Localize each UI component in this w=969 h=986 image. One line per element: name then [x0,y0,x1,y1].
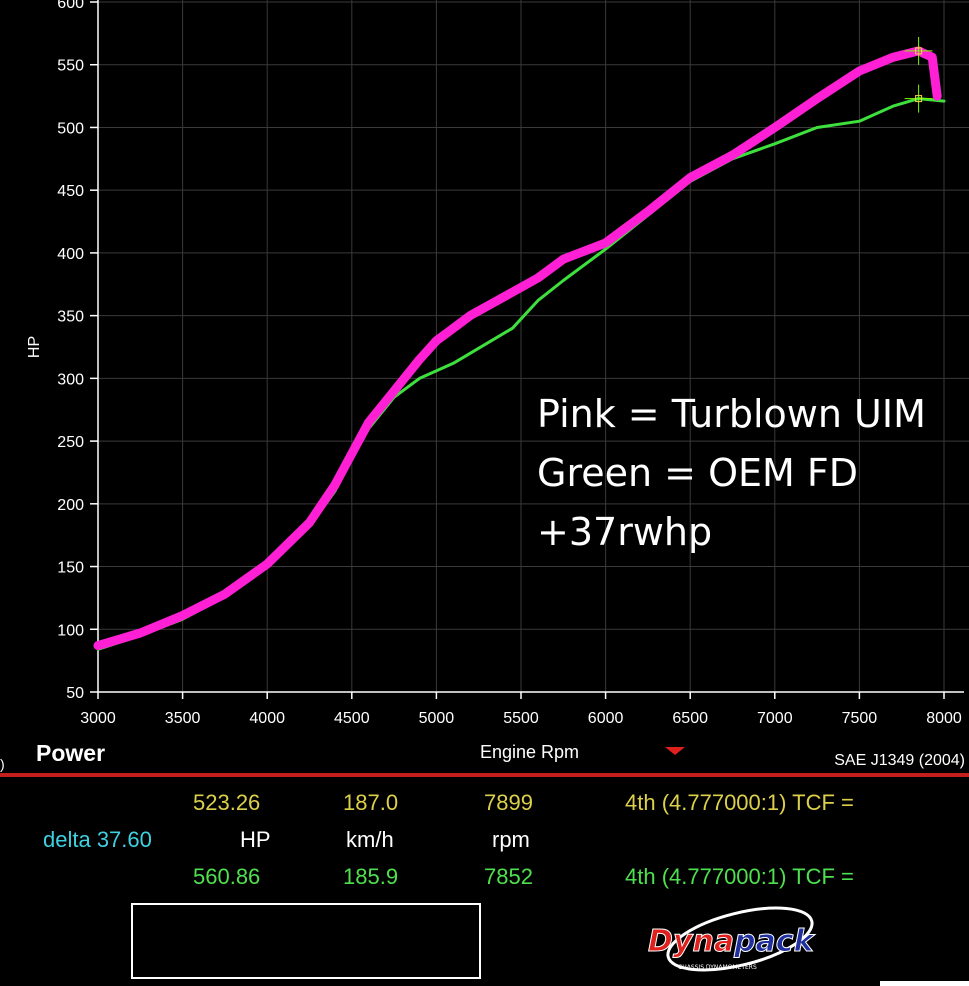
y-tick-label: 300 [57,371,84,388]
empty-panel [131,903,481,979]
x-tick-label: 6000 [588,710,624,727]
gain-annotation: +37rwhp [537,510,712,554]
y-tick-label: 200 [57,497,84,514]
series-line-pink [93,46,942,651]
x-tick-label: 8000 [926,710,962,727]
legend-annotation-green: Green = OEM FD [537,451,858,495]
legend-annotation-pink: Pink = Turblown UIM [537,392,926,436]
run1-gear: 4th (4.777000:1) TCF = [625,790,854,815]
dropdown-arrow-icon[interactable] [665,747,685,755]
y-tick-label: 400 [57,246,84,263]
edge-mark: ) [0,756,5,772]
y-tick-label: 500 [57,120,84,137]
y-tick-label: 150 [57,560,84,577]
chart-series [93,36,946,651]
run2-hp: 560.86 [193,864,261,889]
peak-marker-green [904,84,933,113]
unit-speed: km/h [346,827,394,852]
y-tick-label: 600 [57,0,84,12]
run2-gear: 4th (4.777000:1) TCF = [625,864,854,889]
x-tick-label: 4000 [249,710,285,727]
y-tick-label: 100 [57,622,84,639]
y-tick-label: 450 [57,183,84,200]
correction-standard: SAE J1349 (2004) [834,752,965,769]
y-tick-label: 350 [57,309,84,326]
x-tick-label: 7000 [757,710,793,727]
delta-value: delta 37.60 [43,827,152,852]
run2-rpm: 7852 [484,864,533,889]
x-tick-label: 3500 [165,710,201,727]
divider [0,773,969,777]
x-tick-label: 7500 [842,710,878,727]
corner-strip [880,981,969,986]
power-chart: 3000 3500 4000 4500 5000 5500 6000 6500 7000 7500… [26,0,969,727]
y-tick-label: 250 [57,434,84,451]
cursor-box [915,95,923,103]
dynapack-logo: Dynapack CHASSIS DYNAMOMETERS [648,906,816,972]
run1-speed: 187.0 [343,790,399,815]
chart-axes: 3000 3500 4000 4500 5000 5500 6000 6500 7000 7500… [57,0,964,727]
panel-title: Power [36,740,106,766]
y-axis-label: HP [26,336,43,358]
x-axis-label[interactable]: Engine Rpm [480,742,580,762]
unit-hp: HP [240,827,271,852]
x-tick-label: 5000 [419,710,455,727]
run2-speed: 185.9 [343,864,399,889]
x-tick-label: 6500 [672,710,708,727]
peak-marker-pink [904,36,933,65]
svg-text:Dynapack: Dynapack [648,924,816,959]
y-tick-label: 550 [57,58,84,75]
svg-text:CHASSIS DYNAMOMETERS: CHASSIS DYNAMOMETERS [678,964,757,971]
x-tick-label: 4500 [334,710,370,727]
x-tick-label: 5500 [503,710,539,727]
unit-rpm: rpm [492,827,530,852]
cursor-box [915,47,923,55]
run1-hp: 523.26 [193,790,261,815]
x-tick-label: 3000 [80,710,116,727]
y-tick-label: 50 [66,685,84,702]
chart-grid [98,0,969,692]
run1-rpm: 7899 [484,790,533,815]
